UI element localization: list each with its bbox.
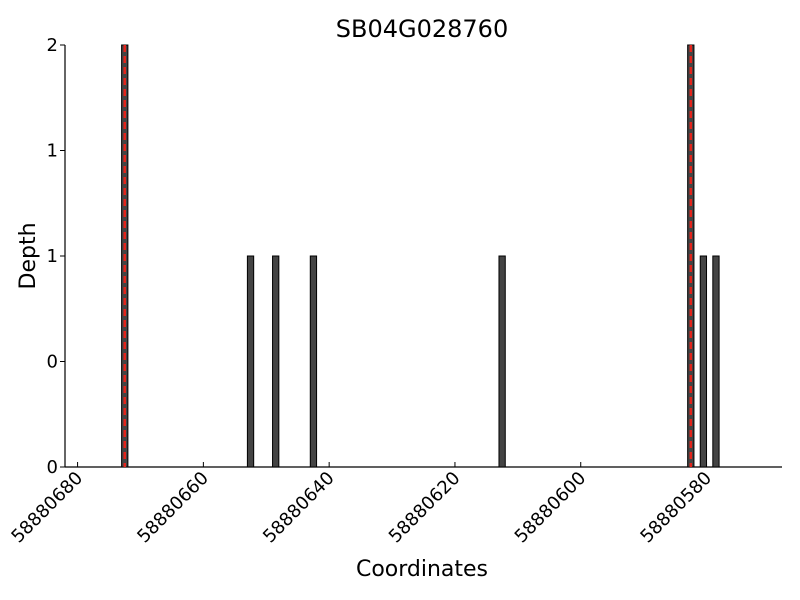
x-tick-label: 58880640 <box>259 468 339 548</box>
y-tick-label: 1 <box>47 141 58 162</box>
bar <box>246 255 255 468</box>
bar <box>712 255 720 468</box>
bar <box>699 255 708 468</box>
bar <box>272 255 280 468</box>
bar <box>309 255 318 468</box>
x-tick-label: 58880660 <box>133 468 213 548</box>
x-tick-label: 58880620 <box>385 468 465 548</box>
x-tick-label: 58880580 <box>636 468 716 548</box>
x-axis-label: Coordinates <box>356 557 488 582</box>
bar <box>498 255 506 468</box>
chart-title: SB04G028760 <box>336 15 508 43</box>
y-axis-label: Depth <box>16 222 41 289</box>
y-tick-label: 1 <box>47 246 58 267</box>
x-tick-label: 58880600 <box>511 468 591 548</box>
y-tick-label: 0 <box>47 352 58 373</box>
y-tick-label: 0 <box>47 457 58 478</box>
x-tick-label: 58880680 <box>7 468 87 548</box>
y-tick-label: 2 <box>47 35 58 56</box>
